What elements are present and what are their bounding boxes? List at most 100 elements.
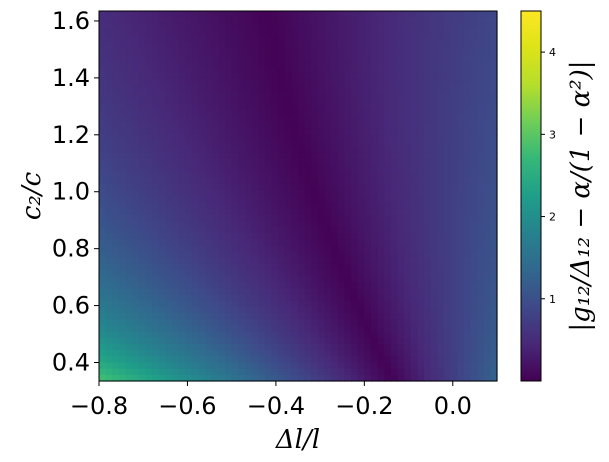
heatmap-cell	[112, 245, 120, 253]
heatmap-cell	[112, 177, 120, 185]
heatmap-cell	[211, 282, 219, 290]
heatmap-cell	[244, 115, 253, 123]
heatmap-cell	[178, 85, 186, 92]
heatmap-cell	[125, 29, 133, 37]
heatmap-cell	[132, 270, 140, 277]
heatmap-cell	[271, 17, 279, 24]
heatmap-cell	[337, 374, 346, 382]
heatmap-cell	[404, 344, 412, 351]
heatmap-cell	[470, 233, 478, 240]
heatmap-cell	[225, 294, 233, 302]
heatmap-cell	[238, 300, 246, 308]
heatmap-cell	[370, 257, 379, 265]
heatmap-cell	[132, 313, 140, 320]
heatmap-cell	[390, 60, 399, 68]
heatmap-cell	[218, 344, 226, 351]
heatmap-cell	[132, 220, 140, 228]
heatmap-cell	[152, 66, 160, 74]
heatmap-cell	[99, 331, 107, 339]
heatmap-cell	[311, 60, 319, 68]
heatmap-cell	[211, 337, 219, 345]
heatmap-cell	[443, 97, 452, 105]
heatmap-cell	[191, 177, 200, 185]
heatmap-cell	[417, 202, 425, 209]
heatmap-cell	[370, 374, 379, 382]
heatmap-cell	[463, 85, 472, 92]
heatmap-cell	[158, 115, 166, 123]
heatmap-cell	[105, 134, 113, 142]
heatmap-cell	[118, 214, 127, 222]
heatmap-cell	[384, 374, 392, 382]
heatmap-cell	[450, 60, 458, 68]
heatmap-cell	[337, 257, 346, 265]
heatmap-cell	[211, 374, 219, 382]
heatmap-cell	[258, 214, 266, 222]
heatmap-cell	[278, 183, 286, 191]
heatmap-cell	[457, 251, 465, 259]
heatmap-cell	[211, 313, 219, 320]
heatmap-cell	[158, 257, 166, 265]
heatmap-cell	[264, 319, 273, 327]
heatmap-cell	[477, 282, 485, 290]
heatmap-cell	[138, 54, 147, 61]
heatmap-cell	[483, 171, 491, 179]
heatmap-cell	[231, 331, 239, 339]
heatmap-cell	[417, 220, 425, 228]
heatmap-cell	[417, 337, 425, 345]
heatmap-cell	[258, 115, 266, 123]
heatmap-cell	[304, 356, 312, 364]
heatmap-cell	[424, 344, 432, 351]
heatmap-cell	[311, 66, 319, 74]
heatmap-cell	[158, 196, 166, 203]
heatmap-cell	[377, 189, 385, 197]
heatmap-cell	[191, 134, 200, 142]
heatmap-cell	[191, 48, 200, 55]
heatmap-cell	[138, 270, 147, 277]
heatmap-cell	[437, 331, 445, 339]
heatmap-cell	[331, 356, 339, 364]
heatmap-cell	[165, 72, 173, 80]
heatmap-cell	[450, 362, 458, 370]
heatmap-cell	[357, 307, 365, 314]
heatmap-cell	[291, 319, 299, 327]
heatmap-cell	[483, 60, 491, 68]
heatmap-cell	[443, 270, 452, 277]
heatmap-cell	[125, 362, 133, 370]
heatmap-cell	[337, 91, 346, 98]
heatmap-cell	[231, 165, 239, 172]
heatmap-cell	[298, 263, 306, 271]
heatmap-cell	[185, 239, 193, 246]
heatmap-cell	[390, 103, 399, 111]
heatmap-cell	[238, 66, 246, 74]
heatmap-cell	[357, 159, 365, 166]
heatmap-cell	[291, 362, 299, 370]
heatmap-cell	[317, 220, 326, 228]
heatmap-cell	[457, 226, 465, 234]
heatmap-cell	[344, 146, 352, 154]
y-tick-label: 0.8	[52, 235, 90, 263]
heatmap-cell	[417, 78, 425, 86]
heatmap-cell	[344, 263, 352, 271]
heatmap-cell	[112, 183, 120, 191]
heatmap-cell	[357, 35, 365, 43]
heatmap-cell	[291, 350, 299, 357]
heatmap-cell	[278, 251, 286, 259]
heatmap-cell	[457, 313, 465, 320]
heatmap-cell	[198, 54, 206, 61]
heatmap-cell	[357, 325, 365, 333]
heatmap-cell	[424, 300, 432, 308]
heatmap-cell	[132, 294, 140, 302]
heatmap-cell	[424, 159, 432, 166]
heatmap-cell	[258, 294, 266, 302]
heatmap-cell	[357, 183, 365, 191]
heatmap-cell	[370, 337, 379, 345]
heatmap-cell	[231, 270, 239, 277]
heatmap-cell	[490, 171, 498, 179]
heatmap-cell	[185, 263, 193, 271]
heatmap-cell	[370, 72, 379, 80]
heatmap-cell	[171, 17, 180, 24]
heatmap-cell	[112, 214, 120, 222]
heatmap-cell	[490, 35, 498, 43]
heatmap-cell	[218, 152, 226, 160]
heatmap-cell	[364, 183, 372, 191]
